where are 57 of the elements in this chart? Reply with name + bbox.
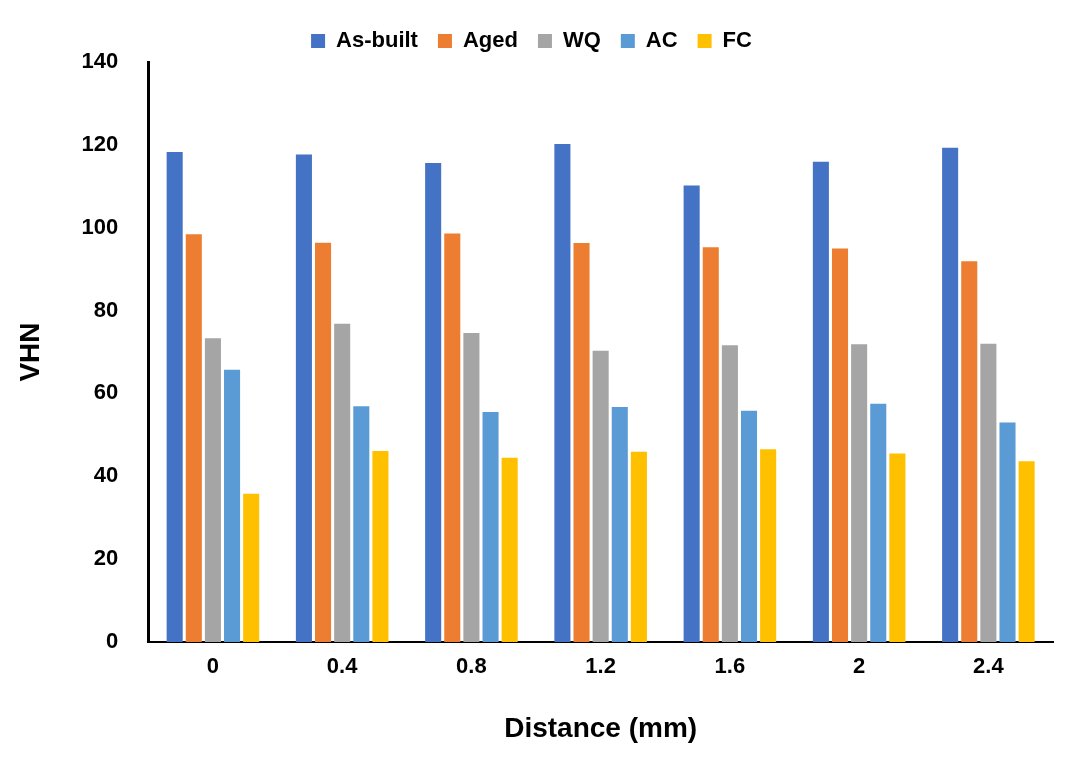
legend-label: FC (722, 27, 753, 53)
y-tick-label: 0 (106, 628, 119, 654)
x-tick-label: 1.2 (585, 653, 616, 679)
bar (961, 261, 978, 642)
y-tick-label: 100 (81, 213, 119, 239)
y-tick-label: 40 (93, 462, 119, 488)
y-tick-label: 120 (81, 130, 119, 156)
bar (501, 457, 518, 642)
bar (444, 233, 461, 642)
bar (243, 493, 260, 642)
x-tick-label: 0 (206, 653, 220, 679)
bar (611, 407, 628, 642)
bar (185, 234, 202, 642)
bar (372, 451, 389, 642)
bar (425, 163, 442, 642)
bar (630, 451, 647, 642)
bar (224, 369, 241, 642)
bar (980, 343, 997, 642)
bar (166, 151, 183, 642)
x-axis-title: Distance (mm) (504, 711, 698, 743)
bar (999, 422, 1016, 642)
x-tick-label: 0.4 (326, 653, 359, 679)
bar (721, 345, 738, 642)
bar (482, 412, 499, 642)
x-tick-label: 0.8 (456, 653, 487, 679)
y-tick-label: 140 (81, 48, 119, 74)
y-tick-label: 20 (93, 545, 119, 571)
y-tick-label: 60 (93, 379, 119, 405)
bar (870, 403, 887, 642)
legend-label: WQ (562, 27, 601, 53)
bar (334, 323, 351, 642)
legend-label: AC (645, 27, 678, 53)
bar (353, 406, 370, 642)
bar (573, 243, 590, 642)
bar (702, 247, 719, 642)
legend-label: As-built (336, 27, 419, 53)
bar (851, 344, 868, 642)
bar (889, 453, 906, 642)
bar (204, 338, 221, 642)
bar (592, 350, 609, 642)
bar (831, 248, 849, 642)
y-axis-title: VHN (13, 322, 45, 382)
y-tick-label: 80 (93, 296, 119, 322)
bar (1018, 461, 1035, 642)
x-tick-label: 1.6 (714, 653, 746, 679)
x-tick-label: 2.4 (973, 653, 1005, 679)
bar (812, 161, 829, 642)
bar (315, 242, 332, 642)
legend-label: Aged (462, 27, 518, 53)
bar (683, 185, 700, 642)
bar (740, 410, 758, 642)
bar (942, 147, 959, 642)
bar (295, 154, 312, 642)
bar (554, 144, 571, 642)
x-tick-label: 2 (853, 653, 866, 679)
bar (463, 332, 480, 642)
bar (760, 449, 777, 642)
